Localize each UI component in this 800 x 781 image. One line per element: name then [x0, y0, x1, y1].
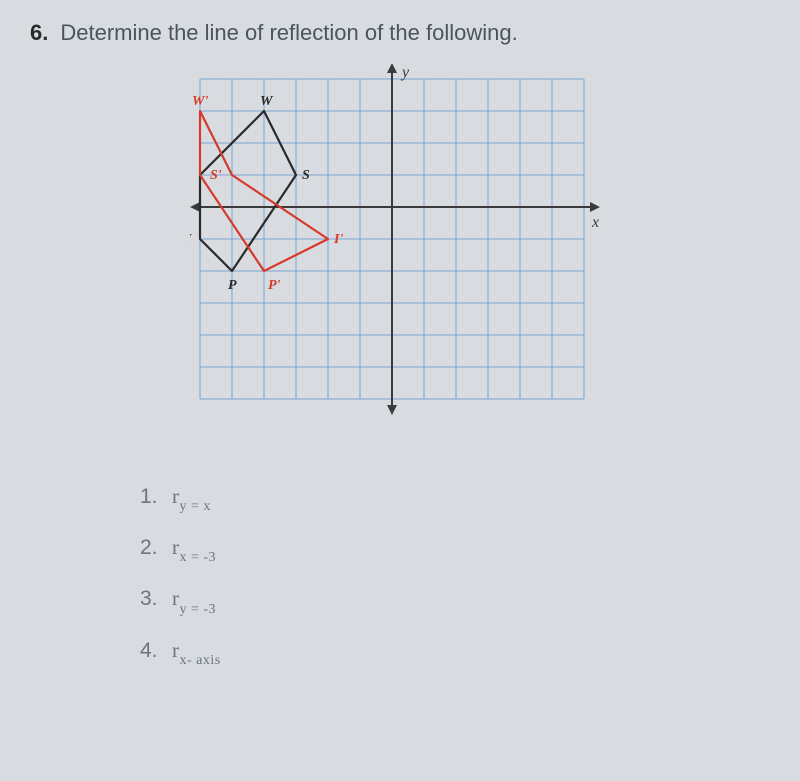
option-expr: rx- axis: [172, 638, 221, 667]
svg-text:S: S: [302, 168, 310, 183]
svg-text:I: I: [190, 232, 192, 247]
svg-text:P': P': [268, 278, 281, 293]
question-number: 6.: [30, 20, 48, 46]
svg-text:P: P: [228, 278, 237, 293]
option-number: 4.: [140, 639, 162, 663]
svg-text:y: y: [400, 64, 410, 81]
svg-text:I': I': [333, 232, 343, 247]
option-number: 3.: [140, 587, 162, 611]
option-number: 2.: [140, 536, 162, 560]
svg-text:x: x: [591, 214, 599, 231]
option-4[interactable]: 4. rx- axis: [140, 638, 770, 667]
option-2[interactable]: 2. rx = -3: [140, 535, 770, 564]
svg-text:W': W': [192, 94, 208, 109]
question-text: Determine the line of reflection of the …: [60, 20, 517, 46]
option-expr: ry = x: [172, 484, 211, 513]
question-header: 6. Determine the line of reflection of t…: [30, 20, 770, 46]
graph-container: y x I P S W W' S' I' P': [30, 64, 770, 424]
option-3[interactable]: 3. ry = -3: [140, 586, 770, 615]
graph-svg: y x I P S W W' S' I' P': [190, 64, 614, 424]
answer-options: 1. ry = x 2. rx = -3 3. ry = -3 4. rx- a…: [140, 484, 770, 667]
option-1[interactable]: 1. ry = x: [140, 484, 770, 513]
option-number: 1.: [140, 485, 162, 509]
option-expr: rx = -3: [172, 535, 216, 564]
coordinate-graph: y x I P S W W' S' I' P': [190, 64, 610, 424]
option-expr: ry = -3: [172, 586, 216, 615]
svg-text:W: W: [260, 94, 274, 109]
svg-text:S': S': [210, 168, 222, 183]
